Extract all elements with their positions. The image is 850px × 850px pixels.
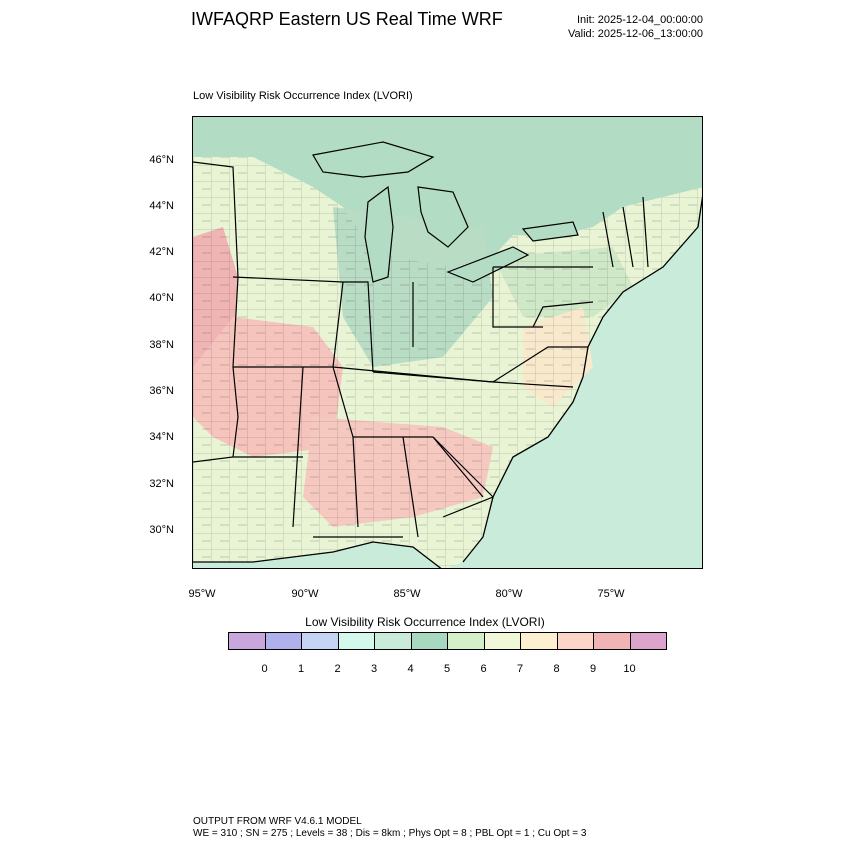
init-time: Init: 2025-12-04_00:00:00 bbox=[577, 14, 703, 26]
colorbar-label: 1 bbox=[297, 663, 305, 675]
lat-tick-label: 44°N bbox=[149, 200, 174, 212]
county-lines bbox=[193, 157, 702, 568]
colorbar-swatch bbox=[228, 632, 266, 650]
model-config: WE = 310 ; SN = 275 ; Levels = 38 ; Dis … bbox=[193, 828, 587, 839]
lon-tick-label: 95°W bbox=[188, 588, 216, 600]
lon-tick-label: 90°W bbox=[291, 588, 319, 600]
colorbar-title: Low Visibility Risk Occurrence Index (LV… bbox=[305, 615, 545, 629]
map-subtitle: Low Visibility Risk Occurrence Index (LV… bbox=[193, 90, 413, 102]
colorbar-swatch bbox=[483, 632, 521, 650]
colorbar-label: 5 bbox=[443, 663, 451, 675]
colorbar-label: 8 bbox=[553, 663, 560, 675]
gulf-coastline bbox=[193, 541, 442, 568]
lvori-map bbox=[192, 116, 703, 569]
colorbar-label: 6 bbox=[480, 663, 487, 675]
colorbar-swatch bbox=[374, 632, 412, 650]
colorbar-label: 9 bbox=[589, 663, 597, 675]
valid-time: Valid: 2025-12-06_13:00:00 bbox=[568, 28, 703, 40]
lat-tick-label: 42°N bbox=[149, 246, 174, 258]
lake-superior bbox=[312, 141, 435, 178]
lake-erie bbox=[446, 246, 530, 283]
model-info: OUTPUT FROM WRF V4.6.1 MODEL WE = 310 ; … bbox=[193, 816, 586, 840]
colorbar-swatch bbox=[593, 632, 631, 650]
lake-michigan bbox=[364, 185, 394, 283]
lon-tick-label: 85°W bbox=[393, 588, 421, 600]
colorbar-label: 4 bbox=[407, 663, 414, 675]
atlantic-coastline bbox=[462, 195, 702, 563]
colorbar-label: 10 bbox=[623, 663, 636, 675]
colorbar-swatch bbox=[410, 632, 448, 650]
state-lines bbox=[193, 161, 649, 538]
lat-tick-label: 46°N bbox=[149, 154, 174, 166]
colorbar-swatch bbox=[520, 632, 558, 650]
lat-tick-label: 40°N bbox=[149, 292, 174, 304]
lat-tick-label: 36°N bbox=[149, 385, 174, 397]
colorbar-label: 0 bbox=[261, 663, 268, 675]
lon-tick-label: 75°W bbox=[597, 588, 625, 600]
map-canvas bbox=[193, 117, 702, 568]
colorbar-swatch bbox=[264, 632, 302, 650]
colorbar-label: 2 bbox=[334, 663, 341, 675]
colorbar-swatch bbox=[301, 632, 339, 650]
run-info: Init: 2025-12-04_00:00:00 Valid: 2025-12… bbox=[568, 13, 703, 41]
colorbar-label: 7 bbox=[516, 663, 524, 675]
lat-tick-label: 30°N bbox=[149, 524, 174, 536]
lake-huron bbox=[417, 186, 469, 248]
model-version: OUTPUT FROM WRF V4.6.1 MODEL bbox=[193, 816, 362, 827]
colorbar-swatch bbox=[447, 632, 485, 650]
lon-tick-label: 80°W bbox=[495, 588, 523, 600]
colorbar-swatch bbox=[337, 632, 375, 650]
colorbar-label: 3 bbox=[370, 663, 378, 675]
lat-tick-label: 38°N bbox=[149, 339, 174, 351]
lat-tick-label: 34°N bbox=[149, 431, 174, 443]
colorbar-swatch bbox=[629, 632, 667, 650]
lat-tick-label: 32°N bbox=[149, 478, 174, 490]
chart-title: IWFAQRP Eastern US Real Time WRF bbox=[191, 9, 503, 29]
colorbar-swatch bbox=[556, 632, 594, 650]
lake-ontario bbox=[521, 221, 579, 242]
